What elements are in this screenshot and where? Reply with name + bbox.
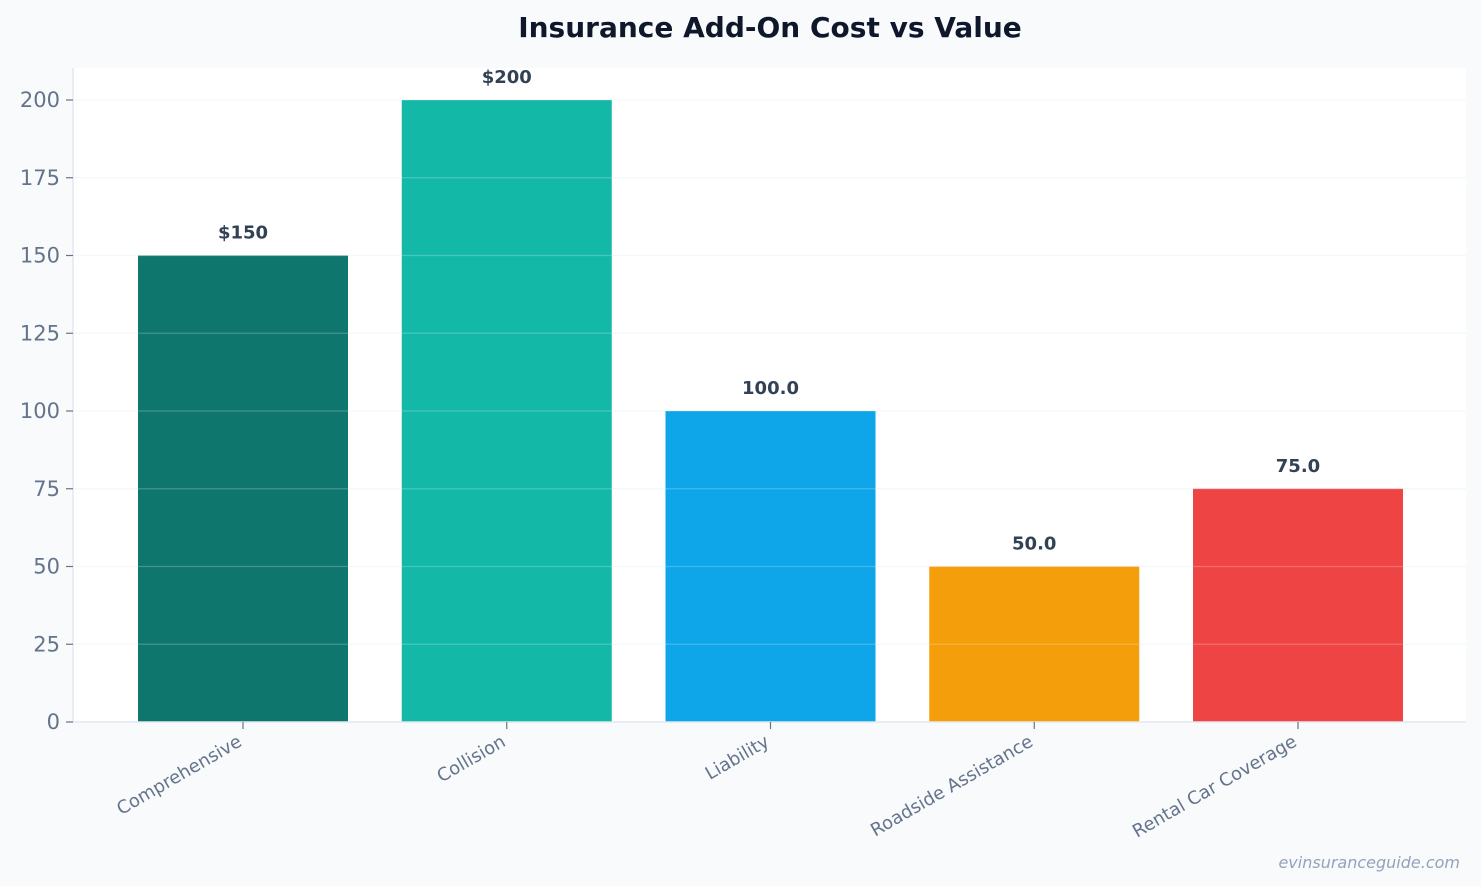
y-tick-label: 125 bbox=[20, 321, 60, 345]
axes bbox=[72, 68, 1466, 723]
bars bbox=[138, 100, 1403, 722]
bar bbox=[929, 566, 1140, 722]
y-tick-label: 175 bbox=[20, 166, 60, 190]
y-tick-label: 200 bbox=[20, 88, 60, 112]
bar-gridline-overlay bbox=[73, 99, 1466, 645]
data-label: $150 bbox=[218, 223, 268, 244]
y-tick-label: 100 bbox=[20, 399, 60, 423]
bar bbox=[665, 411, 876, 722]
bar bbox=[138, 255, 348, 722]
y-axis-ticks: 0 25 50 75 100 125 150 175 200 bbox=[20, 88, 73, 734]
y-tick-label: 150 bbox=[20, 244, 60, 268]
y-tick-label: 75 bbox=[33, 477, 60, 501]
data-label: $200 bbox=[482, 67, 532, 88]
data-labels: $150 $200 100.0 50.0 75.0 bbox=[218, 67, 1320, 555]
y-tick-label: 0 bbox=[47, 710, 60, 734]
watermark: evinsuranceguide.com bbox=[1278, 853, 1460, 872]
data-label: 75.0 bbox=[1276, 456, 1320, 477]
y-tick-label: 25 bbox=[33, 632, 60, 656]
y-tick-label: 50 bbox=[33, 555, 60, 579]
bar bbox=[401, 100, 612, 722]
data-label: 50.0 bbox=[1012, 534, 1056, 555]
chart-title: Insurance Add-On Cost vs Value bbox=[518, 11, 1022, 44]
data-label: 100.0 bbox=[742, 378, 799, 399]
bar bbox=[1193, 488, 1403, 722]
